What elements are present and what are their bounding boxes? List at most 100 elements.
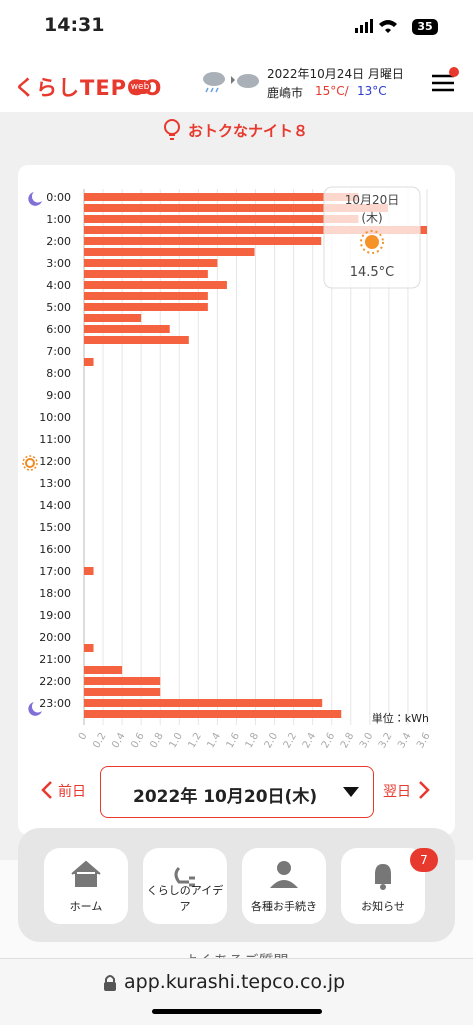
bar — [84, 292, 208, 300]
y-tick-label: 4:00 — [46, 279, 71, 292]
bulb-icon — [164, 119, 180, 140]
lock-icon — [104, 975, 116, 991]
y-tick-label: 17:00 — [39, 565, 71, 578]
x-tick-label: 1.8 — [244, 731, 261, 750]
unit-label: 単位：kWh — [372, 711, 429, 725]
bar — [84, 259, 218, 267]
tooltip-date: 10月20日 — [345, 193, 400, 207]
x-tick-label: 0.6 — [129, 731, 146, 750]
x-tick-label: 3.2 — [377, 731, 394, 750]
x-tick-label: 2.2 — [282, 731, 299, 750]
menu-button[interactable] — [430, 66, 462, 96]
y-tick-label: 15:00 — [39, 521, 71, 534]
x-tick-label: 3.0 — [358, 731, 375, 750]
y-tick-label: 13:00 — [39, 477, 71, 490]
moon-icon — [28, 702, 42, 716]
tooltip-temperature: 14.5°C — [350, 265, 395, 280]
y-tick-label: 3:00 — [46, 257, 71, 270]
city: 鹿嶋市 — [267, 86, 304, 100]
next-arrow[interactable] — [417, 780, 431, 800]
nav-label: お知らせ — [361, 900, 405, 913]
nav-home[interactable]: ホーム — [44, 848, 128, 924]
header — [0, 52, 473, 112]
y-tick-label: 16:00 — [39, 543, 71, 556]
nav-procedures[interactable]: 各種お手続き — [242, 848, 326, 924]
sun-rays — [360, 230, 384, 254]
y-tick-label: 0:00 — [46, 191, 71, 204]
banner[interactable]: おトクなナイト８ — [188, 122, 309, 140]
bar — [84, 303, 208, 311]
bar — [84, 567, 94, 575]
temp-low: 13°C — [357, 84, 387, 98]
y-tick-label: 21:00 — [39, 653, 71, 666]
weather-date: 2022年10月24日 月曜日 — [267, 67, 404, 81]
y-tick-label: 1:00 — [46, 213, 71, 226]
time: 14:31 — [44, 14, 105, 36]
y-tick-label: 8:00 — [46, 367, 71, 380]
x-tick-label: 1.4 — [206, 731, 223, 750]
logo-badge: web — [129, 80, 151, 94]
tooltip-weekday: (木) — [361, 211, 382, 225]
nav-label: くらしのアイデア — [146, 884, 224, 913]
bar — [84, 666, 123, 674]
nav-label: 各種お手続き — [251, 900, 317, 913]
dropdown-arrow — [343, 787, 359, 797]
chart: 0 0.2 0.4 0.6 0.8 1.0 1.2 1.4 1.6 1.8 2.0 2.2 2.4 2.6… — [22, 186, 433, 750]
y-tick-label: 5:00 — [46, 301, 71, 314]
sun-icon — [22, 455, 38, 471]
y-tick-label: 19:00 — [39, 609, 71, 622]
y-tick-label: 22:00 — [39, 675, 71, 688]
bar — [84, 314, 142, 322]
x-tick-label: 0.4 — [110, 731, 127, 750]
x-tick-label: 0 — [77, 731, 90, 742]
sun-icon — [365, 235, 379, 249]
x-tick-label: 2.8 — [339, 731, 356, 750]
date-select[interactable] — [100, 766, 374, 818]
prev-day[interactable]: 前日 — [58, 784, 86, 800]
nav-label: ホーム — [69, 900, 103, 913]
bar — [84, 226, 427, 234]
y-tick-label: 7:00 — [46, 345, 71, 358]
x-tick-label: 2.4 — [301, 731, 318, 750]
y-tick-label: 23:00 — [39, 697, 71, 710]
bar — [84, 248, 255, 256]
plug-icon — [174, 866, 195, 887]
y-tick-label: 14:00 — [39, 499, 71, 512]
home-icon — [71, 860, 101, 887]
bar — [84, 710, 342, 718]
bar — [84, 644, 94, 652]
y-tick-label: 12:00 — [39, 455, 71, 468]
bar — [84, 193, 359, 201]
bar — [84, 358, 94, 366]
bell-icon — [375, 864, 391, 890]
prev-arrow[interactable] — [40, 780, 54, 800]
bar — [84, 215, 359, 223]
temp-high: 15°C/ — [315, 84, 349, 98]
y-tick-label: 9:00 — [46, 389, 71, 402]
status-icons — [355, 19, 397, 33]
home-indicator — [152, 1009, 322, 1014]
person-icon — [270, 861, 298, 888]
x-tick-label: 3.4 — [396, 731, 413, 750]
bar — [84, 204, 388, 212]
y-tick-label: 20:00 — [39, 631, 71, 644]
nav-ideas[interactable]: くらしのアイデア — [143, 848, 227, 924]
x-tick-label: 3.6 — [415, 731, 432, 750]
bar — [84, 281, 227, 289]
bar — [84, 270, 208, 278]
bar — [84, 699, 323, 707]
bar — [84, 336, 189, 344]
x-tick-label: 1.6 — [225, 731, 242, 750]
bar — [84, 688, 161, 696]
notice-badge: 7 — [410, 848, 438, 872]
nav-notices[interactable]: お知らせ — [341, 848, 425, 924]
next-day[interactable]: 翌日 — [383, 784, 411, 800]
url[interactable]: app.kurashi.tepco.co.jp — [124, 971, 346, 993]
y-tick-label: 2:00 — [46, 235, 71, 248]
x-tick-label: 0.2 — [91, 731, 108, 750]
y-tick-label: 6:00 — [46, 323, 71, 336]
x-tick-label: 2.6 — [320, 731, 337, 750]
weather-icons — [203, 72, 259, 93]
bar — [84, 237, 322, 245]
x-tick-label: 0.8 — [148, 731, 165, 750]
